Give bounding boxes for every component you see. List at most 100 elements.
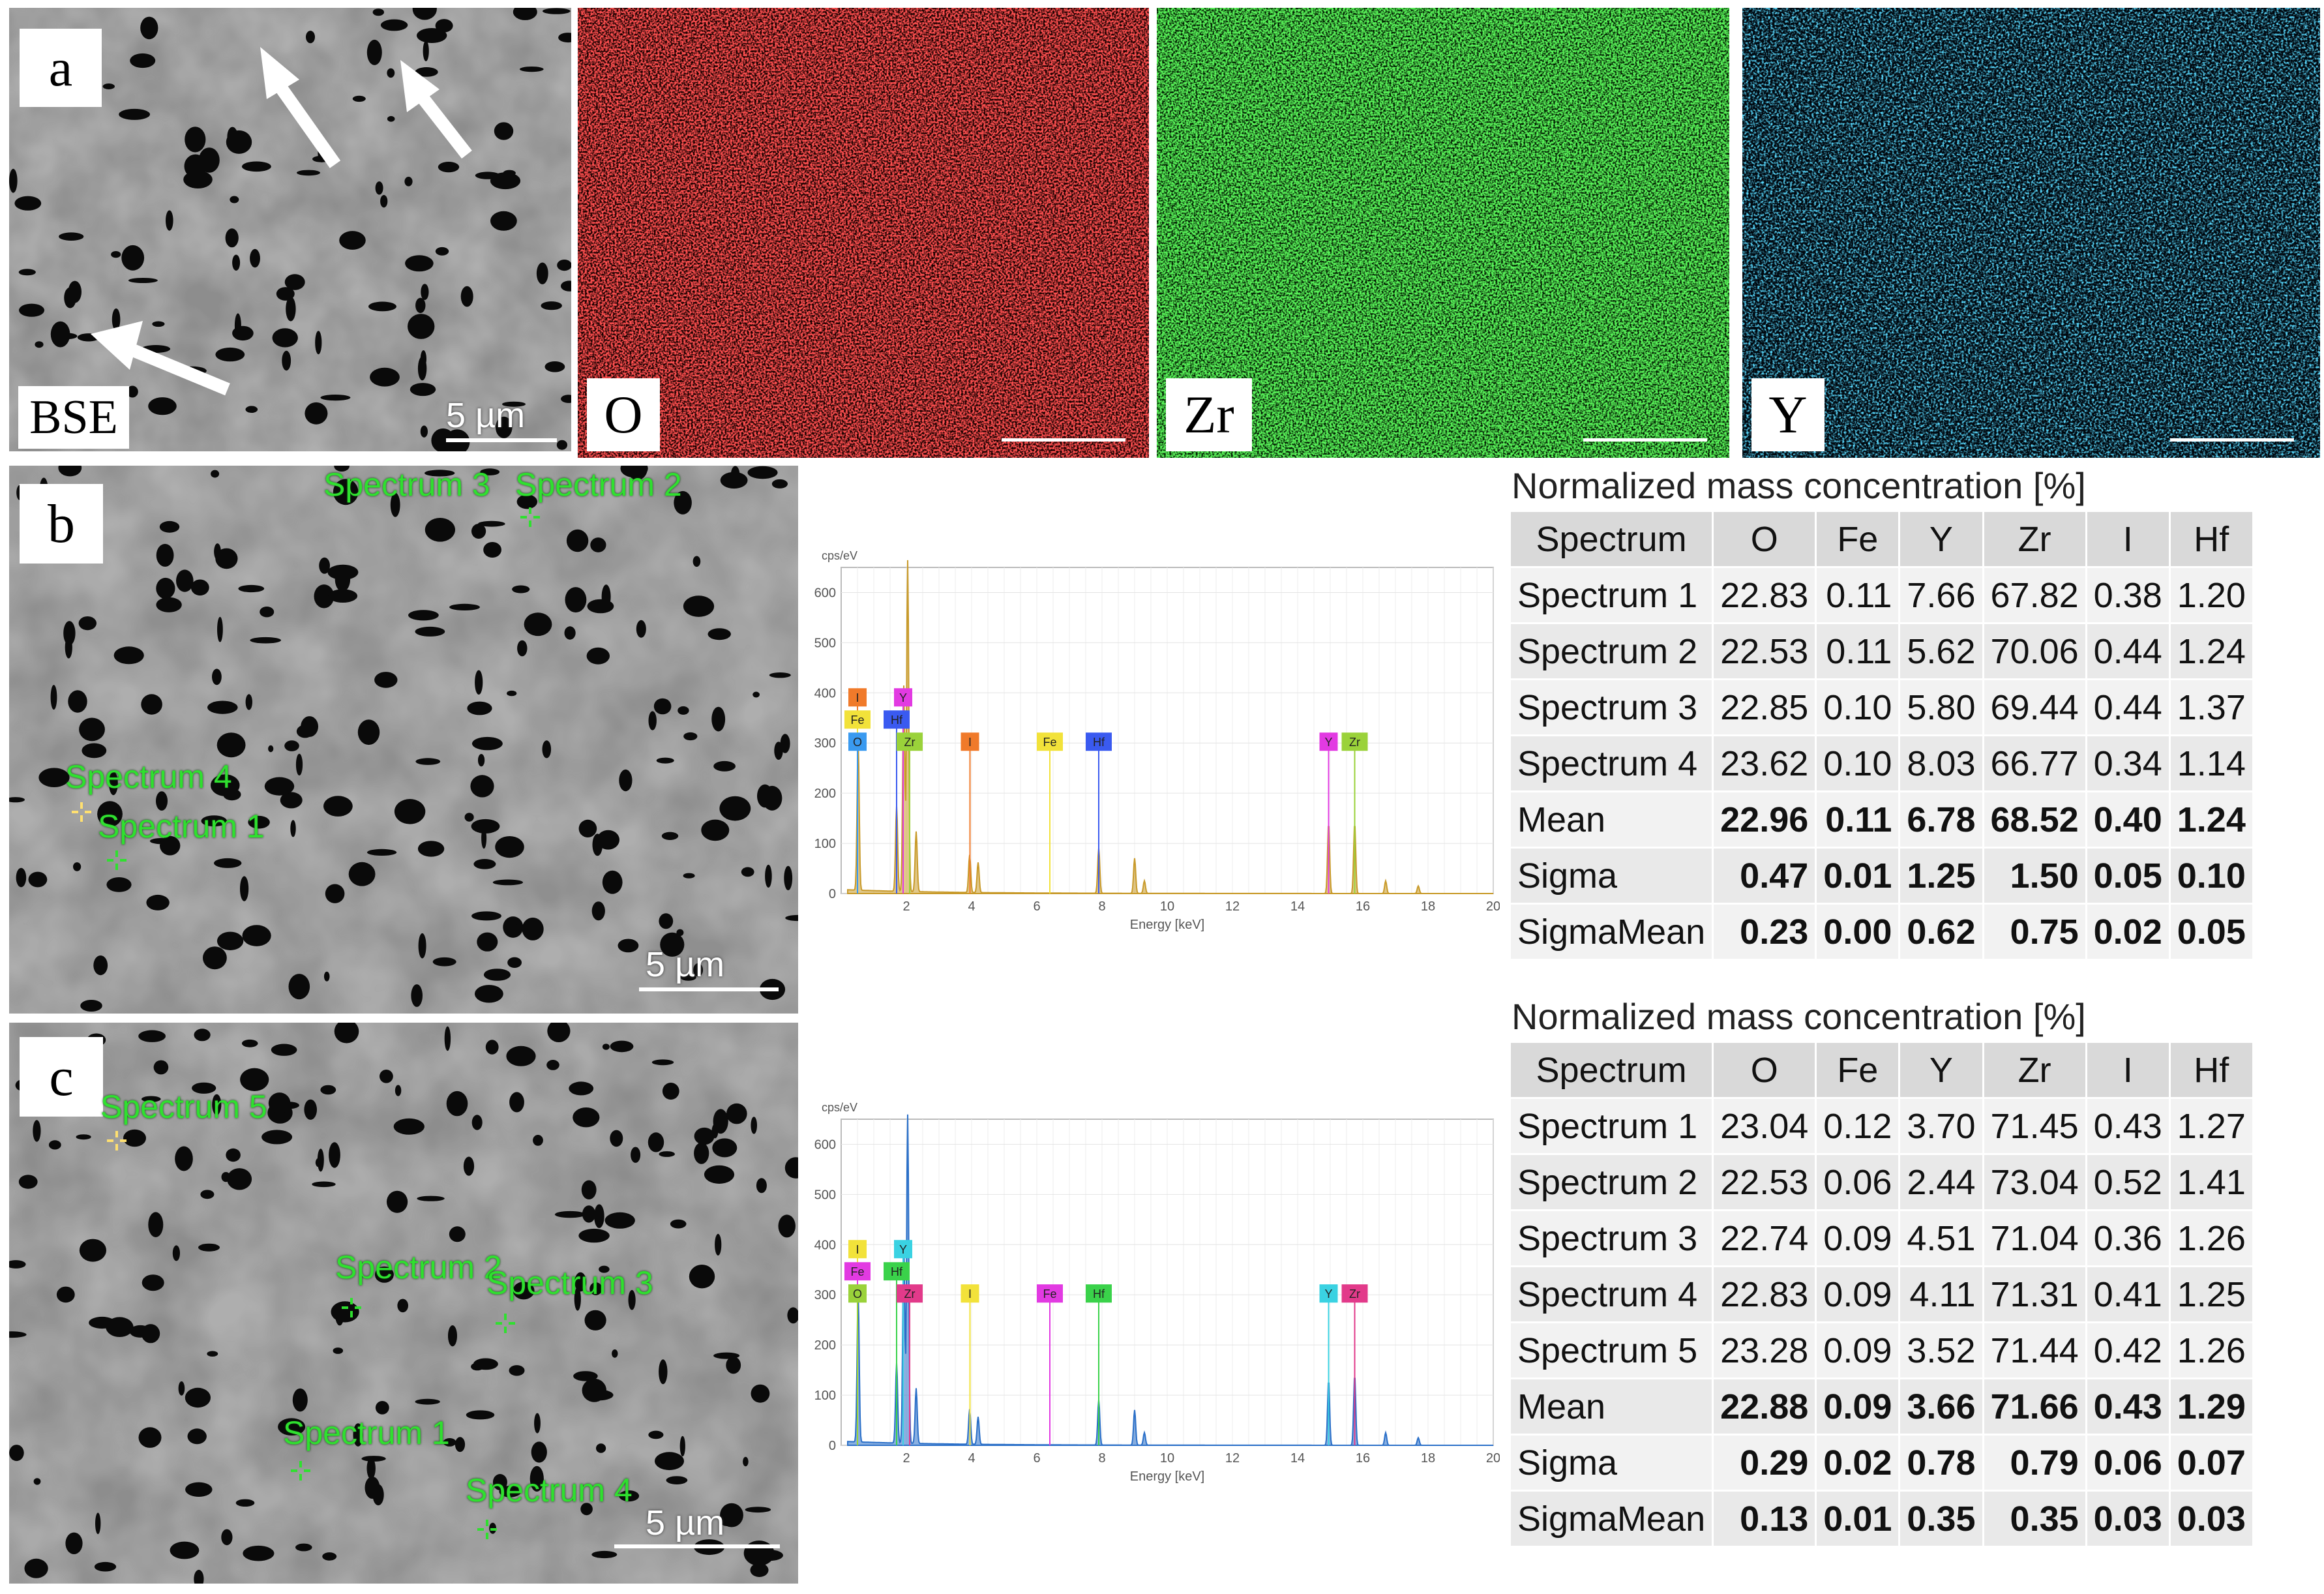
pore [408, 610, 439, 621]
pore [752, 691, 760, 698]
row-label: Spectrum 1 [1508, 566, 1714, 624]
table-cell: 7.66 [1898, 566, 1984, 624]
table-cell: 22.83 [1712, 566, 1817, 624]
table-cell: 1.37 [2168, 678, 2254, 736]
pore [140, 16, 158, 40]
table-cell: 71.45 [1982, 1097, 2087, 1155]
pore [201, 815, 227, 827]
table-cell: 0.09 [1815, 1377, 1901, 1436]
pore [245, 406, 258, 413]
pore [353, 1423, 363, 1447]
element-tag [961, 1284, 979, 1303]
pore [211, 470, 220, 478]
pore [192, 1082, 216, 1094]
table-cell: 0.10 [1815, 678, 1901, 736]
scale-bar [2170, 438, 2294, 442]
pore [366, 39, 382, 65]
table-cell: 0.47 [1712, 847, 1817, 905]
x-tick-label: 6 [1033, 899, 1040, 914]
scale-bar [1002, 438, 1125, 442]
table-cell: 0.07 [2168, 1434, 2254, 1492]
table-cell: 0.09 [1815, 1265, 1901, 1323]
table-cell: 0.42 [2085, 1321, 2171, 1379]
bse-image-c: c Spectrum 5 Spectrum 2 Spectrum 3 Spect… [9, 1023, 798, 1584]
pore [602, 870, 623, 894]
element-tag-label: I [968, 736, 972, 749]
pore [449, 1226, 466, 1242]
pore [286, 296, 296, 322]
y-axis-label: cps/eV [822, 549, 857, 562]
pore [325, 884, 345, 903]
pore [694, 1127, 715, 1145]
y-tick-label: 0 [829, 1439, 836, 1453]
pore [689, 1265, 715, 1289]
pore [305, 402, 328, 425]
pore [415, 297, 426, 313]
pore [19, 303, 44, 317]
pore [506, 1045, 536, 1066]
table-cell: 8.03 [1898, 734, 1984, 792]
pore [185, 1482, 213, 1497]
element-map-zr: Zr [1157, 8, 1729, 458]
pore [513, 1282, 535, 1300]
pore [594, 1204, 604, 1228]
pore [33, 1120, 41, 1142]
pore [323, 796, 353, 817]
pore [102, 83, 115, 89]
pore [719, 796, 751, 821]
pore [680, 974, 696, 981]
pore [65, 636, 72, 659]
pore [596, 1443, 606, 1453]
pore [156, 577, 175, 599]
table-cell: 4.11 [1898, 1265, 1984, 1323]
table-cell: 1.24 [2168, 790, 2254, 849]
element-tag-label: Zr [1349, 1287, 1360, 1301]
pore [187, 1428, 207, 1445]
element-tag [844, 1262, 871, 1281]
pore [449, 603, 480, 610]
pore [460, 286, 473, 307]
element-tag-label: Zr [904, 736, 916, 749]
table-cell: 0.06 [1815, 1153, 1901, 1211]
pore [410, 383, 436, 397]
x-tick-label: 10 [1160, 899, 1174, 914]
pore [544, 361, 565, 372]
pore [380, 1070, 393, 1083]
pore [295, 1543, 312, 1552]
element-tag [1086, 732, 1112, 751]
element-tag-label: O [853, 1287, 862, 1301]
pore [152, 321, 165, 327]
table-cell: 1.26 [2168, 1321, 2254, 1379]
pore [295, 753, 303, 775]
element-tag-label: Fe [1043, 736, 1056, 749]
pore [661, 832, 679, 840]
table-cell: 0.01 [1815, 847, 1901, 905]
table-cell: 0.13 [1712, 1490, 1817, 1548]
pore [312, 1181, 336, 1188]
table-cell: 0.10 [1815, 734, 1901, 792]
scale-label: 5 µm [646, 1503, 725, 1542]
table-row: Spectrum 4 22.83 0.09 4.11 71.31 0.41 1.25 [1508, 1265, 2254, 1323]
element-tag [894, 1240, 912, 1259]
pore [618, 939, 639, 953]
table-cell: 0.12 [1815, 1097, 1901, 1155]
table-cell: 0.29 [1712, 1434, 1817, 1492]
table-row: Spectrum 2 22.53 0.11 5.62 70.06 0.44 1.24 [1508, 622, 2254, 680]
pore [320, 395, 351, 401]
table-cell: 22.53 [1712, 1153, 1817, 1211]
row-label: Mean [1508, 1377, 1714, 1436]
map-label-o: O [587, 378, 660, 451]
pore [35, 341, 44, 348]
pore [417, 28, 447, 43]
x-tick-label: 2 [902, 899, 910, 914]
pore [435, 19, 453, 33]
pore [584, 1310, 606, 1331]
pore [415, 758, 441, 765]
pore [726, 1103, 747, 1124]
pore [589, 1282, 603, 1295]
pore [502, 401, 526, 407]
pore [335, 567, 351, 592]
pore [529, 1466, 544, 1492]
pore [660, 932, 685, 957]
pore [743, 1456, 749, 1467]
